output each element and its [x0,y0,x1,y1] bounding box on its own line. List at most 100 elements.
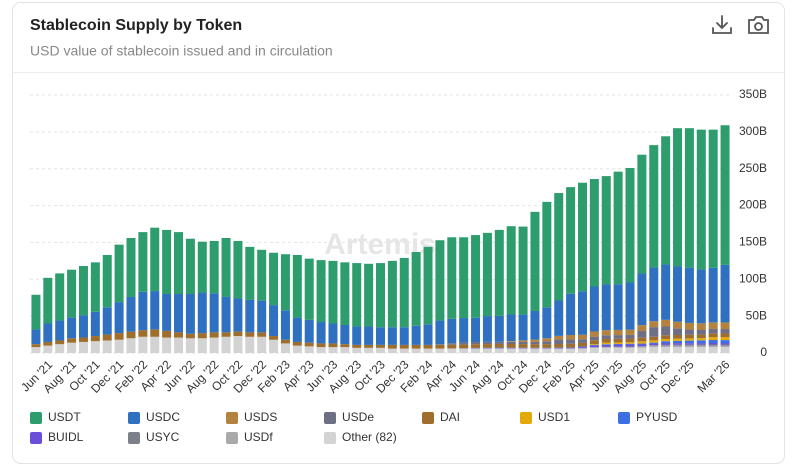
bar-segment [601,330,611,336]
legend-label: USDS [244,410,277,424]
bar-segment [696,340,706,344]
bar-segment [31,347,41,353]
bar-segment [43,345,53,353]
bar-segment [280,254,290,311]
bar-segment [435,320,445,345]
bar-segment [637,337,647,342]
bar-segment [566,347,576,349]
bar-segment [471,342,481,345]
bar-segment [435,344,445,345]
bar-segment [78,315,88,338]
bar-segment [209,293,219,333]
bar-segment [661,319,671,327]
bar-segment [482,344,492,348]
bar-segment [447,237,457,319]
bar-segment [566,343,576,348]
bar-segment [601,342,611,345]
bar-segment [696,129,706,270]
bar-segment [542,338,552,342]
bar-segment [67,338,77,343]
bar-segment [554,300,564,336]
bar-segment [720,329,730,334]
bar-segment [90,336,100,342]
bar-segment [257,332,267,337]
bar-segment [423,348,433,353]
bar-segment [471,344,481,348]
bar-segment [411,325,421,345]
bar-segment [447,344,457,349]
legend-swatch [128,432,140,444]
bar-segment [316,322,326,344]
bar-segment [696,323,706,331]
download-icon[interactable] [712,15,732,34]
bar-segment [637,325,647,332]
bar-segment [601,344,611,345]
bar-segment [435,240,445,321]
bar-segment [364,326,374,345]
bar-segment [138,232,148,292]
y-tick-label: 350B [739,87,767,101]
bar-segment [340,324,350,345]
bar-segment [494,343,504,348]
bar-segment [376,344,385,348]
bar-segment [221,332,231,337]
bar-segment [684,345,694,348]
bar-segment [708,129,718,268]
legend-label: PYUSD [636,410,678,424]
bar-segment [649,347,659,353]
bar-segment [625,346,635,348]
bar-segment [316,347,326,353]
bar-segment [637,347,647,353]
bar-segment [673,335,683,339]
bar-segment [245,299,255,333]
bar-segment [55,340,65,345]
bar-segment [352,263,362,327]
bar-segment [185,238,195,295]
bar-segment [625,329,635,335]
bar-segment [530,211,540,311]
bar-segment [423,324,433,345]
bar-segment [387,327,397,345]
bar-segment [55,320,65,341]
bar-segment [245,332,255,337]
bar-segment [90,311,100,337]
legend-swatch [128,412,140,424]
bar-segment [577,346,587,348]
bar-segment [292,317,302,342]
bar-segment [185,333,195,339]
bar-segment [67,342,77,353]
bar-segment [459,342,469,345]
legend-label: USDe [342,410,374,424]
bar-segment [625,338,635,343]
bar-segment [613,338,623,343]
bar-segment [613,171,623,285]
bar-segment [209,332,219,338]
bar-segment [340,344,350,348]
bar-segment [506,341,516,345]
bar-segment [376,263,385,328]
legend-swatch [30,412,42,424]
bar-segment [696,269,706,324]
bar-segment [316,343,326,348]
bar-segment [31,344,41,348]
y-tick-label: 300B [739,124,767,138]
bar-segment [328,343,338,348]
bar-segment [637,273,647,326]
bar-segment [138,330,148,337]
bar-segment [376,327,385,345]
chart-subtitle: USD value of stablecoin issued and in ci… [30,43,333,59]
bar-segment [708,344,718,346]
bar-segment [197,338,207,353]
bar-segment [720,347,730,353]
bar-segment [661,344,671,346]
camera-icon[interactable] [748,16,769,34]
bar-segment [661,347,671,353]
bar-segment [601,347,611,353]
bar-segment [684,322,694,330]
legend-swatch [324,432,336,444]
bar-segment [625,347,635,353]
bar-segment [518,340,528,342]
bar-segment [696,345,706,348]
legend-swatch [30,432,42,444]
bar-segment [494,348,504,353]
